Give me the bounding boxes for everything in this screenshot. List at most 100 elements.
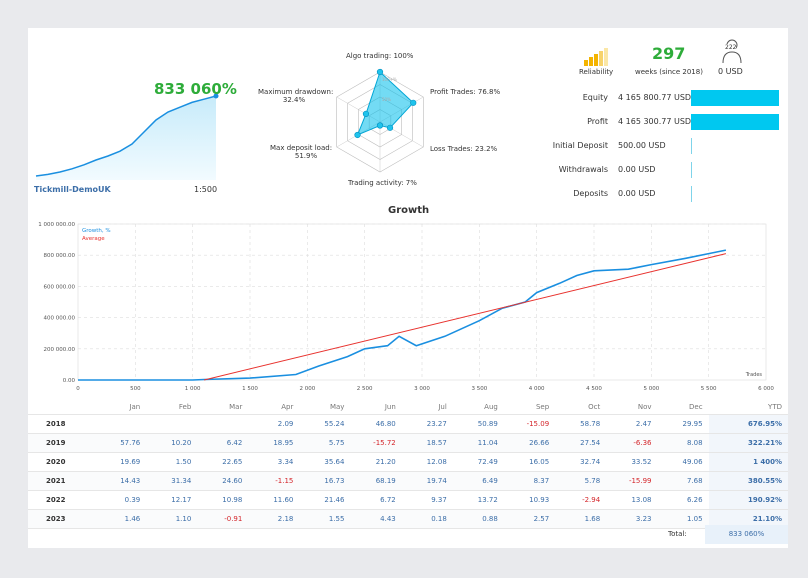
radar-point-drawdown [362, 110, 370, 118]
table-header: Jun [350, 400, 402, 415]
table-cell: 2.09 [248, 414, 300, 434]
table-cell: 33.52 [606, 452, 658, 472]
broker-link[interactable]: Tickmill-DemoUK [34, 185, 111, 194]
table-cell: 0.18 [401, 509, 453, 529]
total-label: Total: [668, 530, 687, 538]
table-cell: 1.46 [95, 509, 147, 529]
table-cell: -6.36 [606, 433, 658, 453]
table-header: Sep [503, 400, 556, 415]
table-cell: 1.55 [299, 509, 351, 529]
radar-point-profit [410, 99, 417, 106]
metric-label-initial-deposit: Initial Deposit [552, 141, 608, 150]
growth-chart: 0.00 200 000.00 400 000.00 600 000.00 800 00… [38, 222, 774, 392]
table-ytd-cell: 190.92% [708, 490, 788, 510]
table-cell: 29.95 [657, 414, 709, 434]
chart-y-tick: 200 000.00 [44, 347, 76, 353]
table-cell: -2.94 [555, 490, 607, 510]
table-cell: 13.08 [606, 490, 658, 510]
table-cell: 68.19 [350, 471, 402, 491]
table-cell: 6.42 [197, 433, 249, 453]
table-cell: 58.78 [555, 414, 607, 434]
table-cell: 10.98 [197, 490, 249, 510]
table-ytd-cell: 1 400% [708, 452, 788, 472]
table-cell: 57.76 [95, 433, 147, 453]
table-row: 2018 2.09 55.24 46.80 23.27 50.89 -15.09 58.78 2… [28, 414, 788, 434]
monthly-returns-table: Jan Feb Mar Apr May Jun Jul Aug Sep Oct Nov Dec YTD 2… [28, 400, 788, 529]
table-cell [95, 414, 147, 434]
table-cell: 26.66 [503, 433, 556, 453]
table-cell: 8.37 [503, 471, 556, 491]
signal-panel: 833 060% Tickmill-DemoUK 1:500 100+% 50% … [28, 28, 788, 548]
table-cell: 6.72 [350, 490, 402, 510]
metric-bar-withdrawals [691, 162, 692, 178]
growth-chart-title: Growth [388, 205, 430, 216]
table-row: 2023 1.46 1.10 -0.91 2.18 1.55 4.43 0.18 0.88 2.5… [28, 509, 788, 529]
table-header: Oct [555, 400, 607, 415]
chart-x-label: Trades [745, 372, 763, 378]
table-header: May [299, 400, 351, 415]
table-cell: 11.60 [248, 490, 300, 510]
table-cell: 2.57 [503, 509, 556, 529]
radar-point-deposit [354, 131, 361, 139]
table-cell: 12.08 [401, 452, 453, 472]
table-header: Jul [401, 400, 453, 415]
radar-label-loss: Loss Trades: 23.2% [430, 145, 498, 153]
metric-label-deposits: Deposits [573, 189, 608, 198]
leverage-value: 1:500 [194, 185, 218, 194]
table-cell: 11.04 [452, 433, 504, 453]
reliability-icon [584, 48, 608, 66]
table-cell: 21.20 [350, 452, 402, 472]
subscribers-icon [722, 39, 742, 64]
radar-chart: 100+% 50% [336, 68, 424, 173]
radar-label-activity: Trading activity: 7% [348, 179, 417, 187]
table-cell: 46.80 [350, 414, 402, 434]
table-cell: 5.75 [299, 433, 351, 453]
mini-growth-chart [35, 93, 219, 180]
table-cell: 24.60 [197, 471, 249, 491]
chart-x-tick: 4 000 [529, 386, 545, 392]
table-cell: 7.68 [657, 471, 709, 491]
table-cell: 14.43 [95, 471, 147, 491]
radar-point-algo [376, 68, 384, 76]
table-cell [197, 414, 249, 434]
table-cell: 23.27 [401, 414, 453, 434]
table-cell: 21.46 [299, 490, 351, 510]
table-cell: 35.64 [299, 452, 351, 472]
table-cell [146, 414, 198, 434]
metric-label-withdrawals: Withdrawals [558, 165, 608, 174]
table-cell: 2.47 [606, 414, 658, 434]
table-cell: 31.34 [146, 471, 198, 491]
chart-x-tick: 0 [76, 386, 80, 392]
table-cell: 18.95 [248, 433, 300, 453]
table-ytd-cell: 322.21% [708, 433, 788, 453]
table-cell: 5.78 [555, 471, 607, 491]
table-row: 2021 14.43 31.34 24.60 -1.15 16.73 68.19 19.74 6… [28, 471, 788, 491]
table-header: Mar [197, 400, 249, 415]
table-cell: 0.88 [452, 509, 504, 529]
table-cell: 12.17 [146, 490, 198, 510]
weeks-value: 297 [652, 44, 686, 63]
table-header: Jan [95, 400, 147, 415]
table-cell: 6.26 [657, 490, 709, 510]
table-row: 2020 19.69 1.50 22.65 3.34 35.64 21.20 12.08 72.… [28, 452, 788, 472]
table-ytd-cell: 676.95% [708, 414, 788, 434]
table-cell: 3.34 [248, 452, 300, 472]
table-cell: 50.89 [452, 414, 504, 434]
table-cell: -0.91 [197, 509, 249, 529]
metric-value-deposits: 0.00 USD [618, 189, 656, 198]
table-header: Nov [606, 400, 658, 415]
table-cell: 55.24 [299, 414, 351, 434]
table-cell: -1.15 [248, 471, 300, 491]
table-year-cell: 2019 [28, 433, 96, 453]
radar-label-deposit: Max deposit load: 51.9% [270, 144, 333, 160]
table-cell: 16.05 [503, 452, 556, 472]
table-cell: 19.69 [95, 452, 147, 472]
chart-x-tick: 5 000 [643, 386, 659, 392]
table-cell: 6.49 [452, 471, 504, 491]
table-cell: -15.99 [606, 471, 658, 491]
mini-growth-line [35, 95, 217, 177]
table-header: Dec [657, 400, 709, 415]
metric-bar-profit [691, 114, 779, 130]
metric-bar-initial-deposit [691, 138, 692, 154]
chart-series-growth [78, 249, 727, 381]
